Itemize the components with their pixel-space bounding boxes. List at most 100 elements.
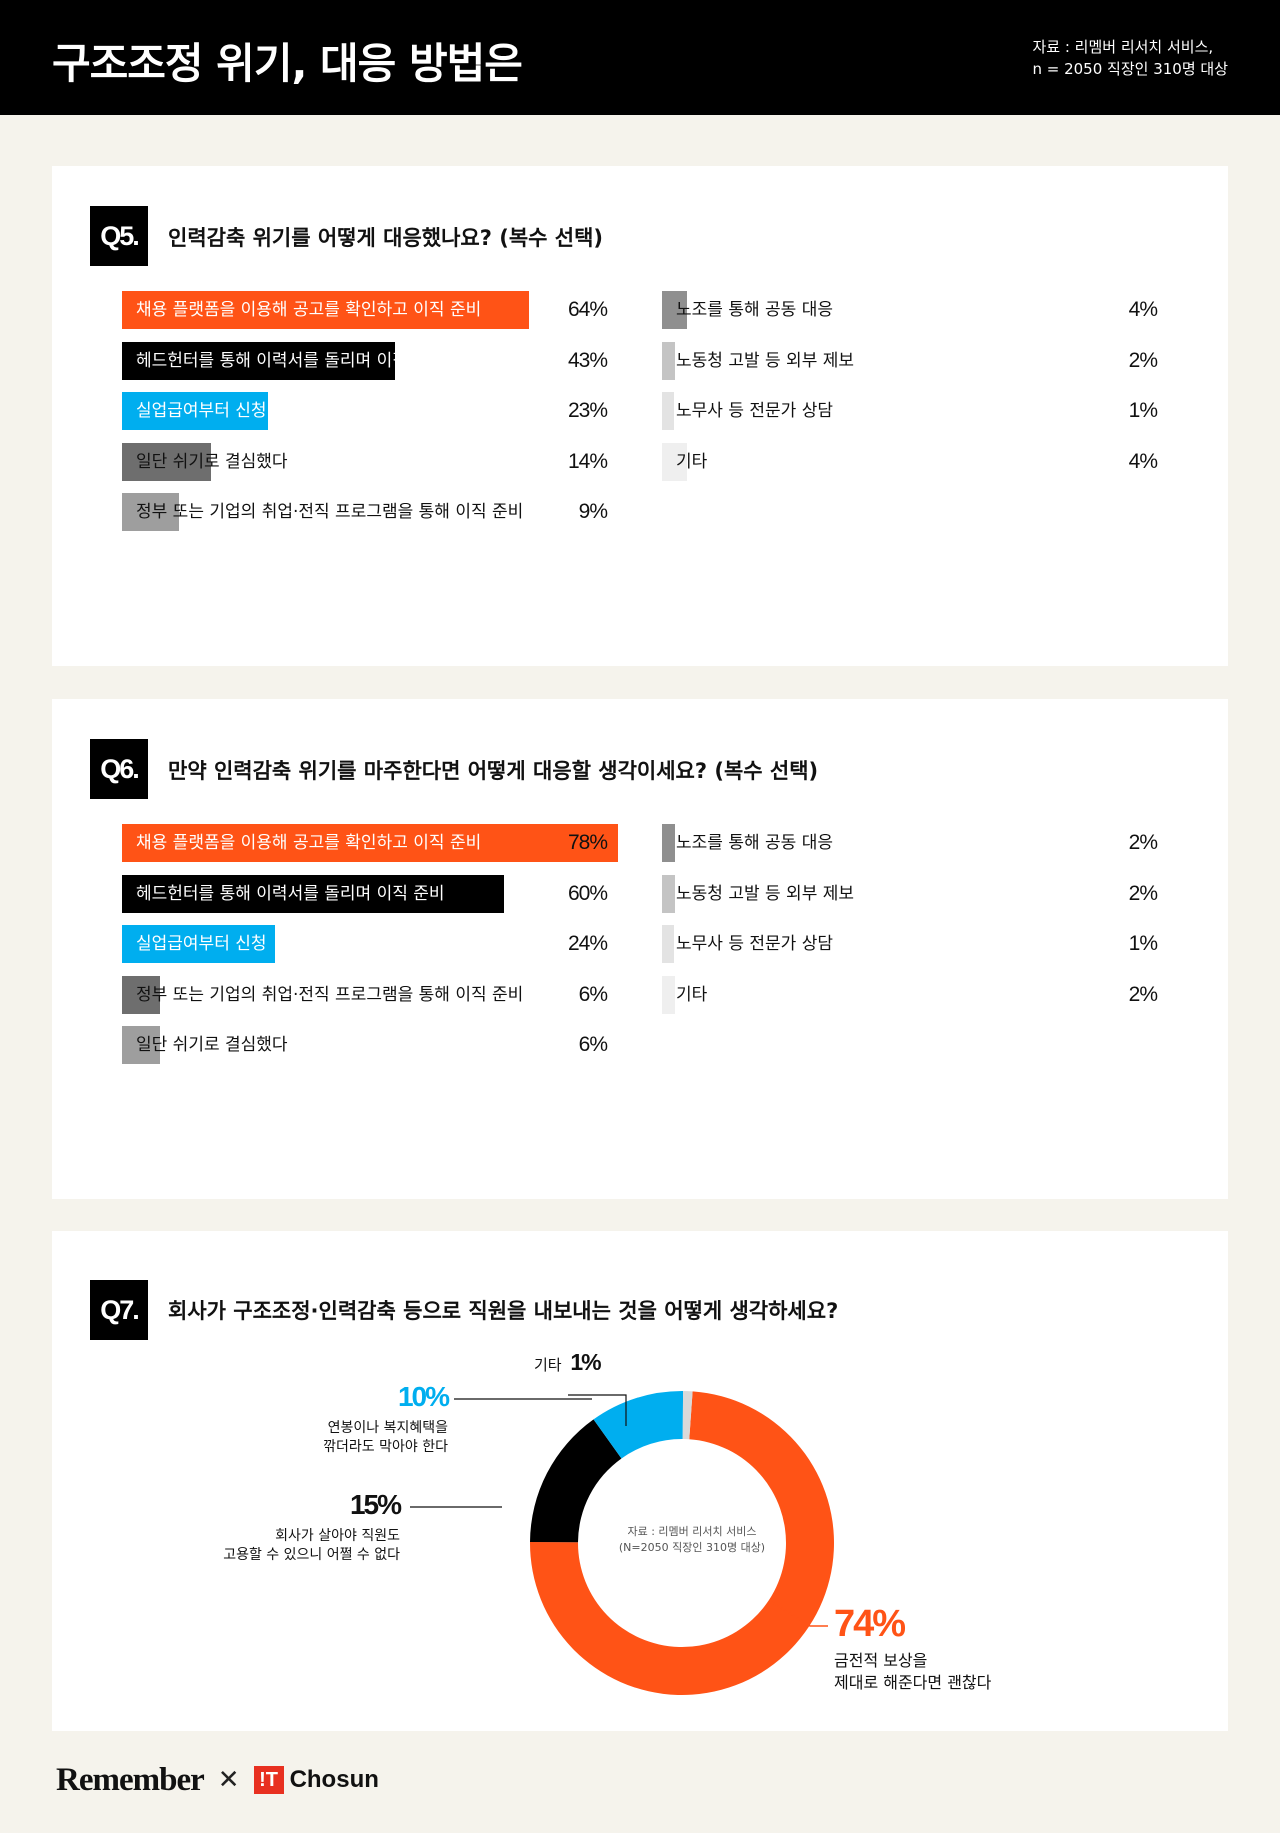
q5-right-bar-row: 노동청 고발 등 외부 제보 2% [662,341,1162,380]
q5-question: 인력감축 위기를 어떻게 대응했나요? (복수 선택) [168,226,604,250]
q6-right-bar-label: 노동청 고발 등 외부 제보 [676,883,855,904]
q6-right-bar-value: 1% [1128,932,1158,955]
q5-left-bar-row: 채용 플랫폼을 이용해 공고를 확인하고 이직 준비 64% [122,291,622,329]
q5-right-bar [662,442,688,481]
q5-left-bar-value: 14% [567,449,608,473]
q6-right-bar [662,925,674,963]
q5-right-bar-row: 노조를 통해 공동 대응 4% [662,291,1162,329]
label-15-pct: 15% [349,1489,402,1520]
q5-left-bar-value: 64% [567,298,608,321]
q6-left-bar-label: 헤드헌터를 통해 이력서를 돌리며 이직 준비 [136,883,445,904]
q5-left-bar [122,442,212,481]
q6-right-bar [662,824,675,862]
leader-etc [568,1394,627,1426]
q6-left-bar-value: 60% [567,881,608,905]
q5-right-bar-value: 4% [1128,449,1158,473]
q6-right-bar [662,975,675,1014]
source-line-1: 자료 : 리멤버 리서치 서비스, [1032,38,1214,56]
q5-card: Q5. 인력감축 위기를 어떻게 대응했나요? (복수 선택) 채용 플랫폼을 … [52,166,1228,666]
q5-left-bar-label: 채용 플랫폼을 이용해 공고를 확인하고 이직 준비 [136,300,482,320]
source-line-2: n = 2050 직장인 310명 대상 [1032,60,1228,78]
q5-left-bar-label: 일단 쉬기로 결심했다 [136,451,288,472]
q5-left-bar-label: 실업급여부터 신청 [136,401,267,421]
label-74-line-1: 금전적 보상을 [834,1651,928,1670]
q7-question: 회사가 구조조정·인력감축 등으로 직원을 내보내는 것을 어떻게 생각하세요? [168,1299,839,1323]
q5-left-bar-value: 43% [567,348,608,372]
it-chosun-logo-icon: !T [253,1766,284,1794]
q5-right-bar-row: 노무사 등 전문가 상담 1% [662,392,1162,430]
q6-left-bar-label: 정부 또는 기업의 취업·전직 프로그램을 통해 이직 준비 [136,984,524,1005]
label-etc-name: 기타 [534,1356,562,1374]
q6-left-bar [122,975,161,1014]
q5-left-bar [122,392,269,430]
q7-card: Q7. 회사가 구조조정·인력감축 등으로 직원을 내보내는 것을 어떻게 생각… [52,1231,1228,1731]
q5-left-bar-label: 헤드헌터를 통해 이력서를 돌리며 이직 준비 [136,350,445,371]
q5-right-bar [662,392,674,430]
q6-left-bar-label: 채용 플랫폼을 이용해 공고를 확인하고 이직 준비 [136,833,482,853]
label-15-line-1: 회사가 살아야 직원도 [275,1528,400,1544]
label-15-line-2: 고용할 수 있으니 어쩔 수 없다 [223,1547,400,1563]
q5-left-bar-value: 23% [567,399,608,422]
remember-logo: Remember [56,1761,205,1798]
q7-donut-chart [410,1391,834,1695]
q6-left-bar-row: 실업급여부터 신청 24% [122,925,622,963]
q5-right-bar [662,341,675,380]
q5-left-bar-label: 정부 또는 기업의 취업·전직 프로그램을 통해 이직 준비 [136,502,524,522]
label-74: 74% 금전적 보상을 제대로 해준다면 괜찮다 [834,1603,991,1694]
q5-left-bar-value: 9% [578,500,608,523]
q5-left-bar [122,291,529,329]
label-etc: 기타 1% [534,1349,602,1376]
q5-left-bar-row: 실업급여부터 신청 23% [122,392,622,430]
label-15: 15% 회사가 살아야 직원도 고용할 수 있으니 어쩔 수 없다 [180,1489,402,1565]
q6-left-bar [122,874,504,913]
q6-left-bar-label: 일단 쉬기로 결심했다 [136,1035,288,1055]
q6-left-bar-value: 24% [567,932,608,955]
q5-right-bar-value: 1% [1128,399,1158,422]
q6-right-bar-row: 기타 2% [662,975,1162,1014]
leader-74 [769,1600,828,1627]
q6-right-bar-label: 노무사 등 전문가 상담 [676,934,833,954]
q5-left-bar [122,493,180,531]
q5-left-bar-row: 일단 쉬기로 결심했다 14% [122,442,622,481]
slice-etc [682,1391,693,1440]
donut-center-line-1: 자료 : 리멤버 리서치 서비스 [627,1525,757,1538]
q6-left-bar-row: 채용 플랫폼을 이용해 공고를 확인하고 이직 준비 78% [122,824,622,862]
source-note: 자료 : 리멤버 리서치 서비스, n = 2050 직장인 310명 대상 [1032,36,1228,80]
q6-right-bar-value: 2% [1128,982,1158,1006]
q6-question: 만약 인력감축 위기를 마주한다면 어떻게 대응할 생각이세요? (복수 선택) [168,759,819,783]
q5-left-bar-row: 헤드헌터를 통해 이력서를 돌리며 이직 준비 43% [122,341,622,380]
q5-right-bar-label: 노무사 등 전문가 상담 [676,401,833,421]
q6-left-bar [122,925,275,963]
label-etc-pct: 1% [570,1349,601,1375]
q5-right-bar [662,291,688,329]
q6-left-bar-row: 헤드헌터를 통해 이력서를 돌리며 이직 준비 60% [122,874,622,913]
q6-left-bar [122,1026,161,1064]
q6-right-bar-label: 노조를 통해 공동 대응 [676,833,833,853]
q5-badge: Q5. [90,206,148,266]
slice-15 [530,1419,622,1543]
slice-74 [530,1391,834,1695]
label-74-pct: 74% [834,1603,906,1645]
q6-right-bar-row: 노조를 통해 공동 대응 2% [662,824,1162,862]
page-header: 구조조정 위기, 대응 방법은 자료 : 리멤버 리서치 서비스, n = 20… [0,0,1280,115]
q5-right-bar-value: 2% [1128,348,1158,372]
q7-badge: Q7. [90,1280,148,1340]
q6-right-bar-value: 2% [1128,831,1158,854]
q6-card: Q6. 만약 인력감축 위기를 마주한다면 어떻게 대응할 생각이세요? (복수… [52,699,1228,1199]
q6-left-bar-row: 일단 쉬기로 결심했다 6% [122,1026,622,1064]
q6-right-bar-row: 노동청 고발 등 외부 제보 2% [662,874,1162,913]
q5-left-bar-row: 정부 또는 기업의 취업·전직 프로그램을 통해 이직 준비 9% [122,493,622,531]
times-icon: ✕ [217,1765,240,1795]
donut-center-line-2: (N=2050 직장인 310명 대상) [618,1541,766,1554]
q5-right-bar-label: 기타 [676,451,708,472]
q6-left-bar-value: 78% [567,831,608,854]
q5-left-bar [122,341,396,380]
q6-left-bar [122,824,618,862]
q5-right-bar-row: 기타 4% [662,442,1162,481]
q6-right-bar [662,874,675,913]
label-10-pct: 10% [397,1381,450,1412]
q6-badge: Q6. [90,739,148,799]
label-74-line-2: 제대로 해준다면 괜찮다 [834,1673,992,1692]
label-10: 10% 연봉이나 복지혜택을 깎더라도 막아야 한다 [298,1381,450,1457]
page-title: 구조조정 위기, 대응 방법은 [52,39,523,88]
